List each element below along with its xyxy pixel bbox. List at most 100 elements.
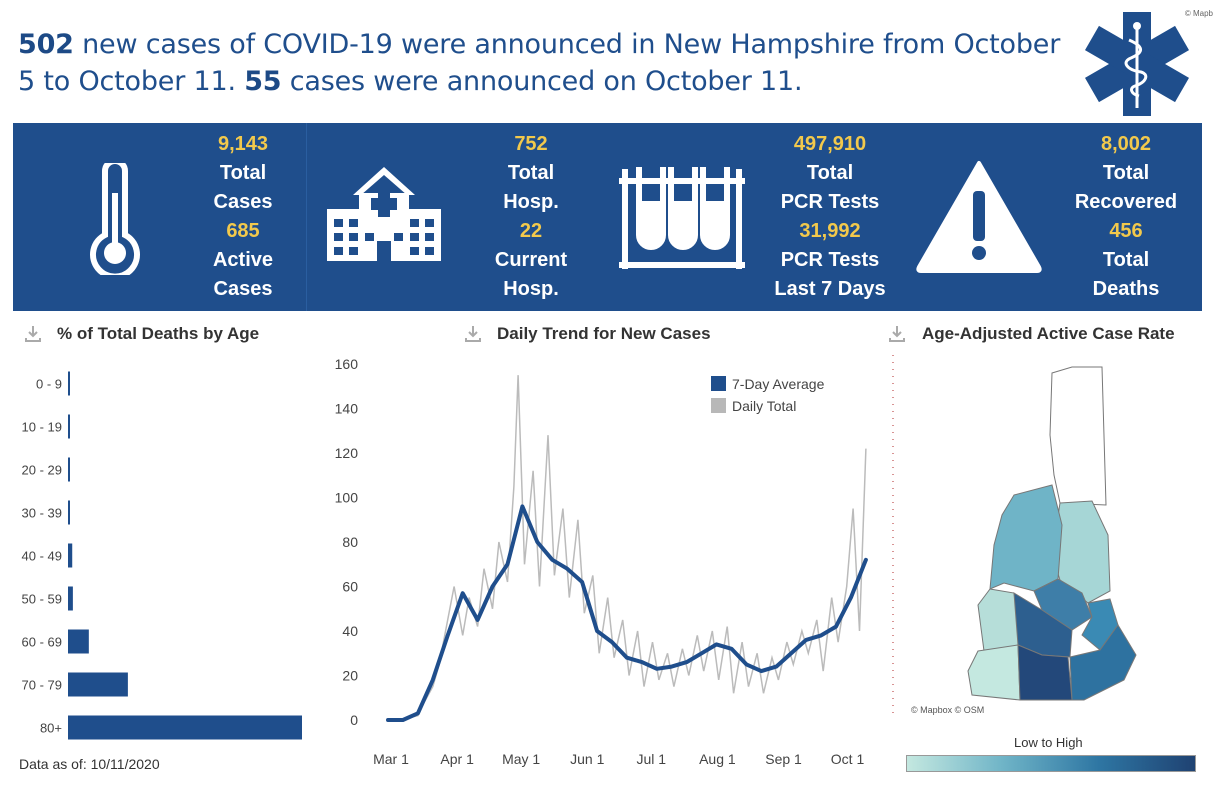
series-line-daily-total[interactable] — [388, 375, 867, 721]
thermometer-icon — [90, 163, 140, 275]
nh-county-map — [892, 355, 1137, 715]
trend-x-tick: Jun 1 — [570, 751, 604, 767]
series-line-7-day-average[interactable] — [386, 504, 868, 722]
age-tick-label: 0 - 9 — [36, 377, 62, 392]
trend-x-tick: Aug 1 — [699, 751, 736, 767]
kpi-pcr-tests-value: 497,910 — [793, 133, 867, 155]
trend-y-tick: 40 — [342, 623, 358, 639]
trend-x-tick: May 1 — [502, 751, 540, 767]
headline: 502 new cases of COVID-19 were announced… — [18, 26, 1078, 100]
trend-y-tick: 20 — [342, 668, 358, 684]
kpi-total-cases-value: 9,143 — [217, 133, 269, 155]
kpi-deaths-label-1: Total — [1102, 249, 1150, 271]
kpi-active-cases-value: 685 — [226, 220, 260, 242]
legend-swatch — [711, 398, 726, 413]
map-legend-title: Low to High — [1014, 735, 1083, 750]
headline-text-2: cases were announced on October 11. — [281, 66, 803, 97]
age-tick-label: 80+ — [40, 721, 62, 736]
kpi-total-hosp-value: 752 — [514, 133, 548, 155]
kpi-hosp: 752 Total Hosp. 22 Current Hosp. — [481, 130, 581, 304]
warning-icon — [916, 161, 1042, 273]
trend-x-tick: Sep 1 — [765, 751, 802, 767]
age-bar[interactable] — [68, 500, 70, 525]
age-bar[interactable] — [68, 586, 73, 611]
age-bar[interactable] — [68, 543, 73, 568]
headline-new-cases: 502 — [18, 29, 74, 60]
age-tick-label: 10 - 19 — [22, 420, 62, 435]
kpi-active-cases-label-1: Active — [212, 249, 274, 271]
map-credit: © Mapbox © OSM — [911, 705, 985, 715]
kpi-total-cases: 9,143 Total Cases 685 Active Cases — [193, 130, 293, 304]
kpi-active-cases-label-2: Cases — [213, 278, 273, 300]
age-bar[interactable] — [68, 457, 70, 482]
trend-y-tick: 140 — [335, 401, 359, 417]
trend-y-tick: 60 — [342, 579, 358, 595]
age-bar[interactable] — [68, 715, 302, 740]
kpi-pcr-last7-label-2: Last 7 Days — [774, 278, 886, 300]
test-tubes-icon — [619, 167, 745, 269]
age-bar[interactable] — [68, 371, 70, 396]
kpi-pcr: 497,910 Total PCR Tests 31,992 PCR Tests… — [758, 130, 902, 304]
map-region-grafton[interactable] — [989, 484, 1063, 592]
map-region-cheshire[interactable] — [967, 644, 1021, 701]
download-icon-map[interactable] — [888, 325, 906, 343]
trend-y-tick: 0 — [350, 712, 358, 728]
legend-label: Daily Total — [732, 398, 796, 414]
kpi-recovered: 8,002 Total Recovered 456 Total Deaths — [1066, 130, 1186, 304]
age-tick-label: 70 - 79 — [22, 678, 62, 693]
kpi-divider — [306, 123, 307, 311]
age-deaths-chart: 0 - 9 10 - 19 20 - 29 30 - 39 40 - 49 50 - 59… — [22, 371, 302, 740]
kpi-pcr-last7-value: 31,992 — [799, 220, 861, 242]
legend-label: 7-Day Average — [732, 376, 825, 392]
headline-text-1: new cases of COVID-19 were announced in … — [18, 29, 1061, 97]
kpi-deaths-value: 456 — [1109, 220, 1143, 242]
age-chart-title: % of Total Deaths by Age — [57, 324, 260, 343]
kpi-pcr-tests-label-2: PCR Tests — [780, 191, 880, 213]
trend-chart-title: Daily Trend for New Cases — [497, 324, 711, 343]
kpi-pcr-tests-label-1: Total — [806, 162, 854, 184]
map-legend-gradient — [906, 755, 1196, 772]
age-tick-label: 50 - 59 — [22, 592, 62, 607]
trend-x-tick: Apr 1 — [440, 751, 474, 767]
kpi-deaths-label-2: Deaths — [1092, 278, 1160, 300]
headline-day-cases: 55 — [244, 66, 282, 97]
hospital-icon — [327, 167, 441, 261]
kpi-recovered-value: 8,002 — [1100, 133, 1152, 155]
age-tick-label: 20 - 29 — [22, 463, 62, 478]
kpi-total-cases-label-1: Total — [219, 162, 267, 184]
download-icon-age[interactable] — [24, 325, 42, 343]
trend-x-tick: Mar 1 — [373, 751, 409, 767]
trend-y-tick: 160 — [335, 356, 359, 372]
trend-y-tick: 100 — [335, 490, 359, 506]
age-tick-label: 30 - 39 — [22, 506, 62, 521]
kpi-total-hosp-label-2: Hosp. — [503, 191, 559, 213]
age-tick-label: 60 - 69 — [22, 635, 62, 650]
legend-swatch — [711, 376, 726, 391]
kpi-total-cases-label-2: Cases — [213, 191, 273, 213]
kpi-current-hosp-value: 22 — [519, 220, 543, 242]
age-tick-label: 40 - 49 — [22, 549, 62, 564]
kpi-recovered-label-1: Total — [1102, 162, 1150, 184]
kpi-current-hosp-label-1: Current — [494, 249, 568, 271]
age-bar[interactable] — [68, 672, 128, 697]
trend-x-tick: Jul 1 — [636, 751, 666, 767]
star-of-life-icon — [1085, 12, 1189, 116]
kpi-total-hosp-label-1: Total — [507, 162, 555, 184]
mapbox-credit-top: © Mapb — [1184, 9, 1213, 18]
daily-trend-chart: 0 20 40 60 80 100 120 140 160 Mar 1 Apr 1 May 1 Jun … — [335, 356, 868, 767]
age-bar[interactable] — [68, 629, 89, 654]
map-region-coos[interactable] — [1049, 366, 1107, 506]
kpi-current-hosp-label-2: Hosp. — [503, 278, 559, 300]
data-as-of: Data as of: 10/11/2020 — [19, 756, 160, 772]
map-region-hillsborough[interactable] — [1017, 644, 1073, 701]
trend-x-tick: Oct 1 — [831, 751, 865, 767]
age-bar[interactable] — [68, 414, 70, 439]
map-title: Age-Adjusted Active Case Rate — [922, 324, 1175, 343]
download-icon-trend[interactable] — [464, 325, 482, 343]
trend-y-tick: 80 — [342, 534, 358, 550]
kpi-band: 9,143 Total Cases 685 Active Cases 752 T… — [13, 123, 1202, 311]
kpi-recovered-label-2: Recovered — [1074, 191, 1178, 213]
trend-y-tick: 120 — [335, 445, 359, 461]
map-region-rockingham[interactable] — [1069, 624, 1137, 701]
kpi-pcr-last7-label-1: PCR Tests — [780, 249, 880, 271]
